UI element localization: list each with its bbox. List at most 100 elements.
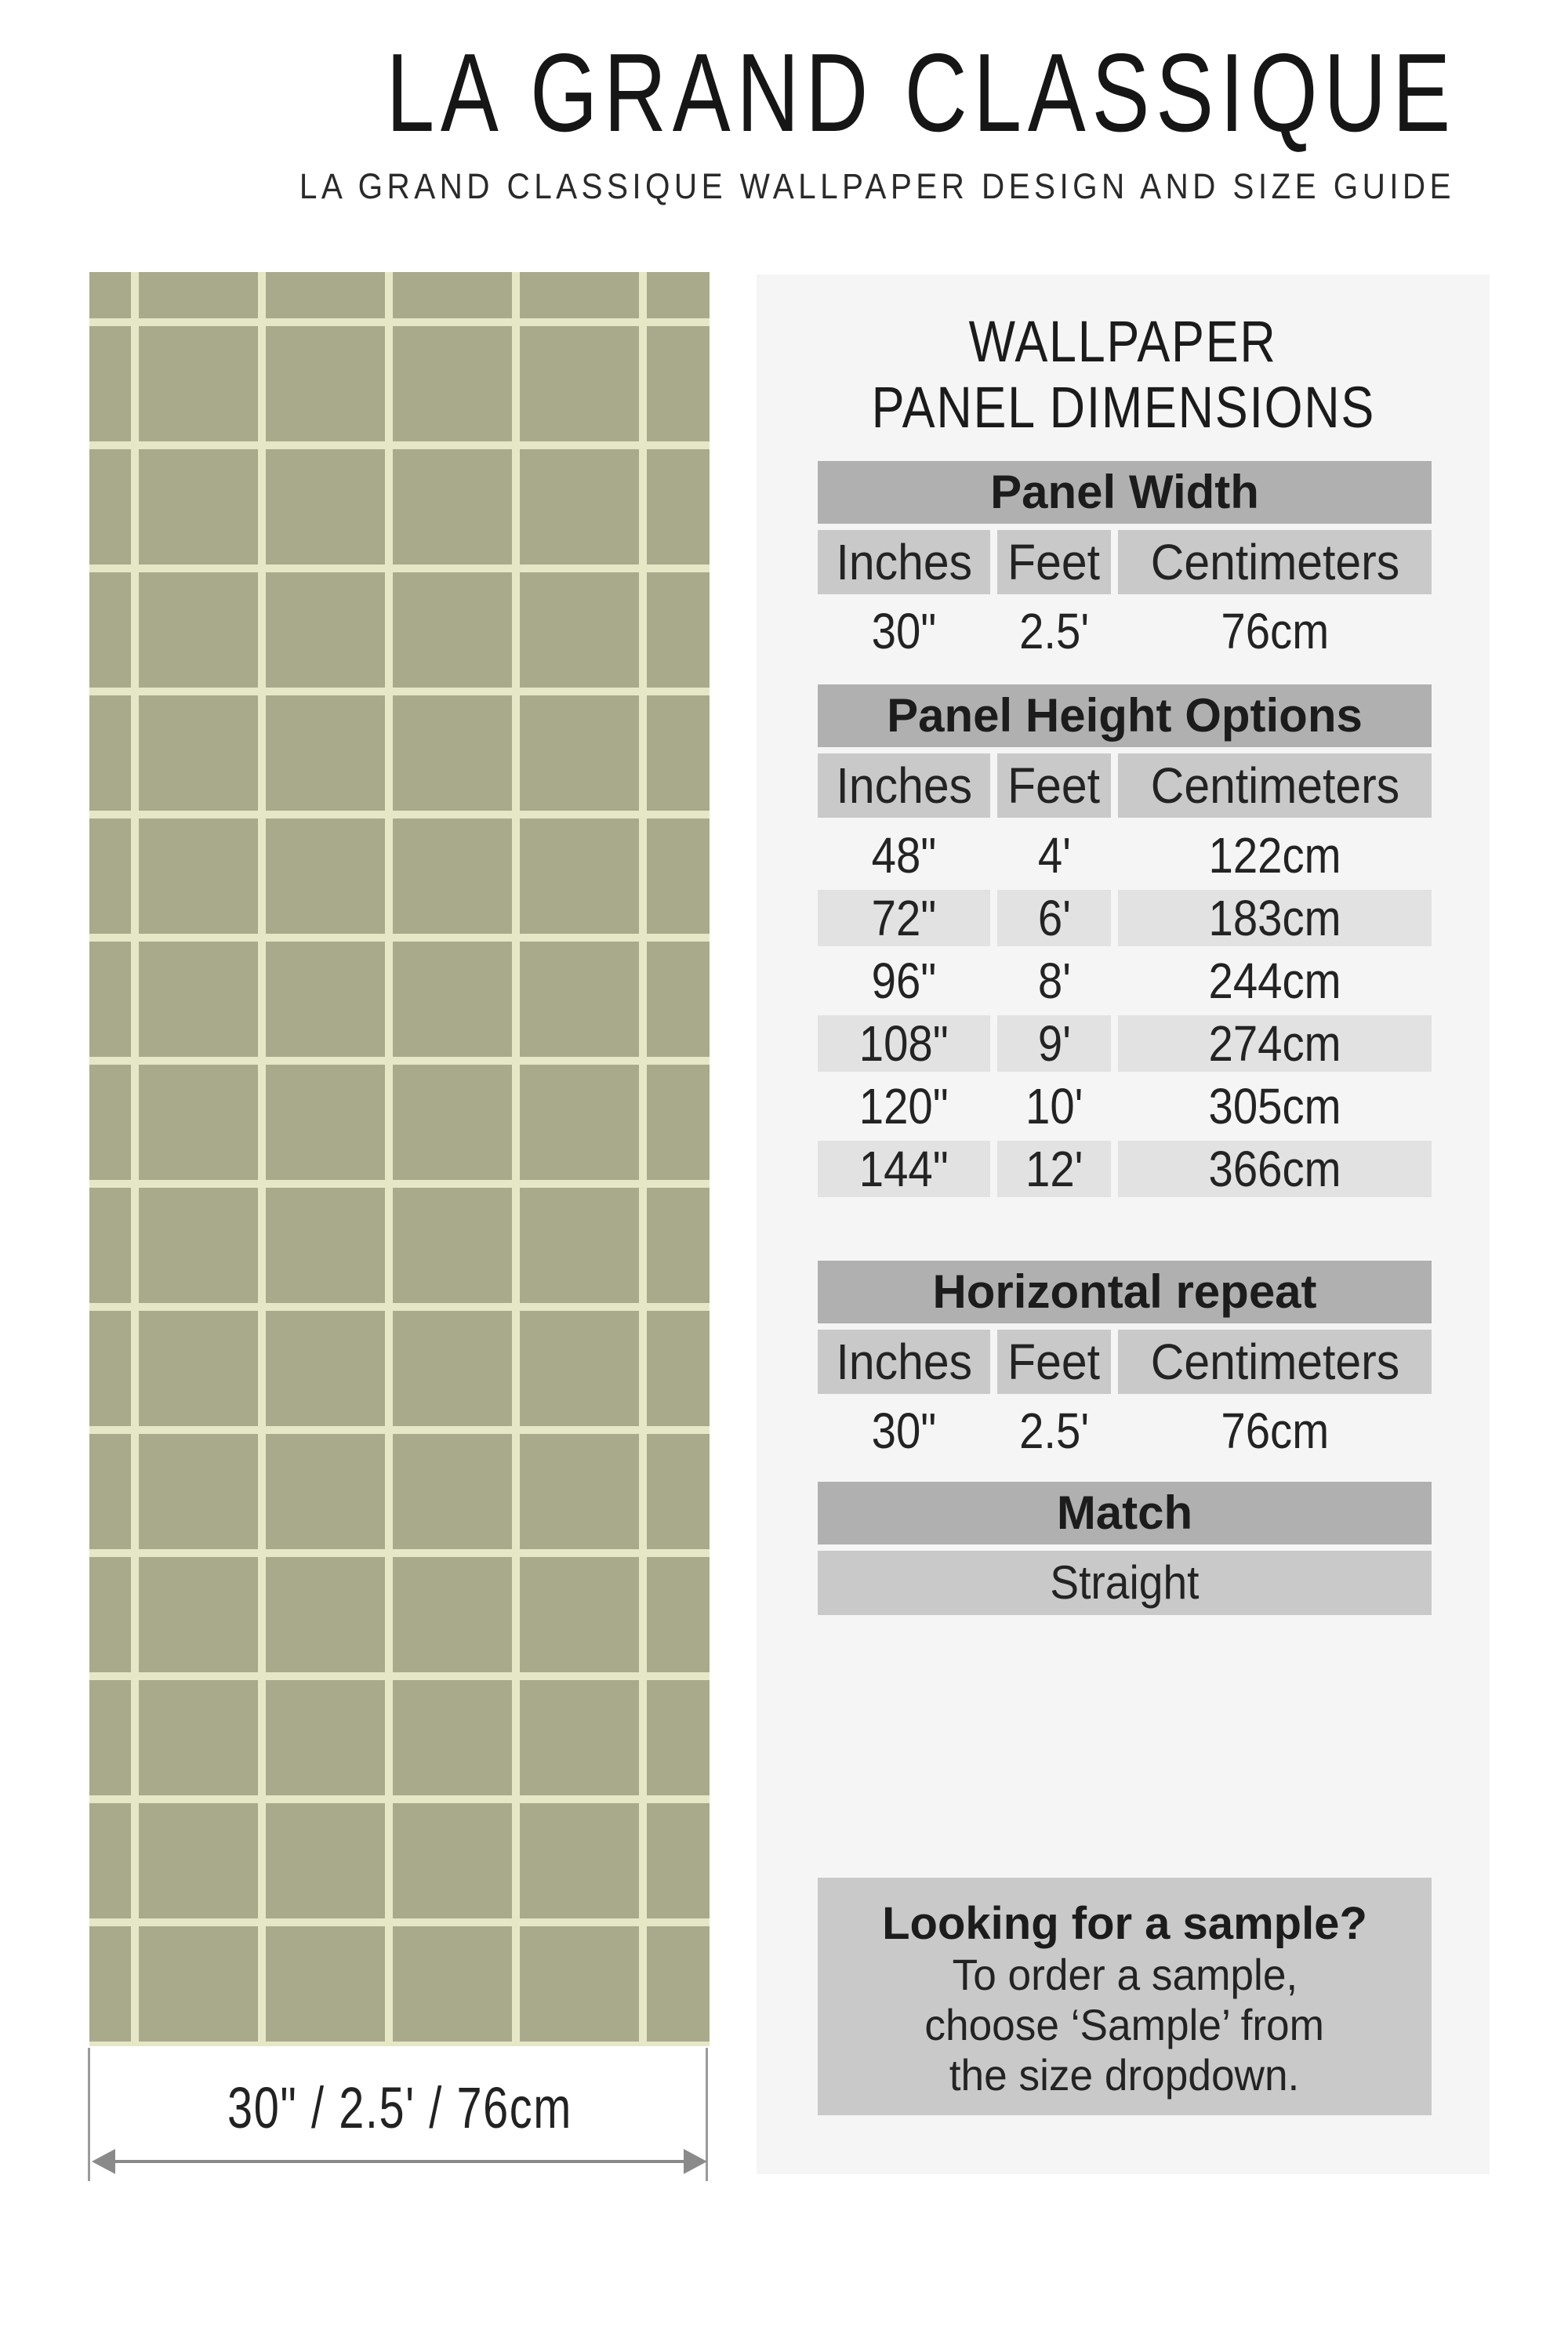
height-48-cm: 122cm [1118,827,1432,884]
column-header-feet: Feet [997,753,1111,818]
sample-box-line2: choose ‘Sample’ from [818,2000,1432,2050]
panel-width-cm-value-text: 76cm [1221,603,1329,659]
height-row-96: 96" 8' 244cm [818,949,1432,1012]
dimensions-panel: WALLPAPER PANEL DIMENSIONS Panel Width I… [757,274,1490,2174]
repeat-feet-value: 2.5' [997,1397,1111,1465]
column-header-centimeters: Centimeters [1118,530,1432,594]
panel-width-feet-value: 2.5' [997,597,1111,665]
height-96-cm-text: 244cm [1208,953,1341,1009]
sample-box-line3: the size dropdown. [818,2050,1432,2100]
dimension-extension-line-right [706,2048,708,2181]
panel-width-columns: Inches Feet Centimeters [818,530,1432,594]
panel-title-line2-text: PANEL DIMENSIONS [871,375,1375,440]
height-48-cm-text: 122cm [1208,827,1341,884]
match-value: Straight [818,1551,1432,1615]
panel-height-header: Panel Height Options [818,684,1432,747]
column-header-feet-text: Feet [1007,1334,1101,1390]
height-96-feet-text: 8' [1037,953,1071,1009]
panel-width-cm-value: 76cm [1118,597,1432,665]
height-72-feet: 6' [997,890,1111,946]
panel-width-header-text: Panel Width [990,466,1259,518]
height-144-inches: 144" [818,1141,990,1197]
column-header-centimeters-text: Centimeters [1150,757,1399,814]
wallpaper-swatch-preview [89,272,710,2046]
height-144-cm-text: 366cm [1208,1141,1341,1197]
brand-subtitle-text: LA GRAND CLASSIQUE WALLPAPER DESIGN AND … [299,166,1455,206]
horizontal-repeat-header: Horizontal repeat [818,1261,1432,1323]
panel-title-line1: WALLPAPER [757,309,1490,375]
height-row-108: 108" 9' 274cm [818,1012,1432,1075]
height-108-feet-text: 9' [1037,1015,1071,1072]
height-144-inches-text: 144" [859,1141,949,1197]
height-120-inches-text: 120" [859,1078,949,1134]
panel-title-line2: PANEL DIMENSIONS [757,375,1490,441]
panel-width-values: 30" 2.5' 76cm [818,597,1432,665]
column-header-feet: Feet [997,1330,1111,1394]
height-96-feet: 8' [997,953,1111,1009]
panel-width-inches-value-text: 30" [871,603,937,659]
width-dimension-arrow [89,2149,710,2174]
sample-box-title: Looking for a sample? [818,1898,1432,1950]
height-row-48: 48" 4' 122cm [818,824,1432,887]
column-header-inches: Inches [818,1330,990,1394]
column-header-centimeters-text: Centimeters [1150,534,1399,590]
sample-box-line1-text: To order a sample, [952,1950,1298,1999]
panel-height-rows: 48" 4' 122cm 72" 6' 183cm 96" 8' 244cm 1… [818,824,1432,1200]
column-header-inches: Inches [818,753,990,818]
horizontal-repeat-columns: Inches Feet Centimeters [818,1330,1432,1394]
sample-box-line3-text: the size dropdown. [949,2050,1300,2100]
column-header-inches-text: Inches [836,1334,972,1390]
arrow-line [97,2160,702,2163]
height-96-inches-text: 96" [871,953,937,1009]
arrow-head-right-icon [684,2149,707,2174]
height-144-feet-text: 12' [1025,1141,1083,1197]
repeat-feet-value-text: 2.5' [1018,1403,1090,1459]
match-value-text: Straight [1050,1556,1200,1609]
swatch-width-label: 30" / 2.5' / 76cm [89,2074,710,2141]
column-header-centimeters: Centimeters [1118,1330,1432,1394]
height-72-cm-text: 183cm [1208,890,1341,946]
height-row-144: 144" 12' 366cm [818,1138,1432,1200]
height-120-cm: 305cm [1118,1078,1432,1134]
match-header: Match [818,1482,1432,1544]
height-144-cm: 366cm [1118,1141,1432,1197]
panel-width-feet-value-text: 2.5' [1018,603,1090,659]
column-header-inches: Inches [818,530,990,594]
height-72-inches-text: 72" [871,890,937,946]
column-header-inches-text: Inches [836,757,972,814]
column-header-feet: Feet [997,530,1111,594]
sample-box-line2-text: choose ‘Sample’ from [924,2000,1325,2049]
panel-title: WALLPAPER PANEL DIMENSIONS [757,309,1490,441]
sample-box-title-text: Looking for a sample? [882,1898,1367,1949]
height-72-feet-text: 6' [1037,890,1071,946]
height-48-feet: 4' [997,827,1111,884]
height-row-72: 72" 6' 183cm [818,887,1432,949]
height-48-feet-text: 4' [1037,827,1071,884]
panel-height-header-text: Panel Height Options [887,689,1363,742]
height-72-cm: 183cm [1118,890,1432,946]
height-108-cm: 274cm [1118,1015,1432,1072]
height-108-inches-text: 108" [859,1015,949,1072]
height-144-feet: 12' [997,1141,1111,1197]
repeat-cm-value-text: 76cm [1221,1403,1329,1459]
column-header-feet-text: Feet [1007,534,1101,590]
horizontal-repeat-header-text: Horizontal repeat [932,1265,1317,1318]
repeat-inches-value: 30" [818,1397,990,1465]
brand-title: LA GRAND CLASSIQUE [235,38,1490,149]
dimension-extension-line-left [88,2048,90,2181]
height-72-inches: 72" [818,890,990,946]
height-row-120: 120" 10' 305cm [818,1075,1432,1138]
panel-title-line1-text: WALLPAPER [969,309,1277,374]
header: LA GRAND CLASSIQUE LA GRAND CLASSIQUE WA… [235,38,1490,207]
height-96-inches: 96" [818,953,990,1009]
panel-height-columns: Inches Feet Centimeters [818,753,1432,818]
height-48-inches-text: 48" [871,827,937,884]
column-header-inches-text: Inches [836,534,972,590]
height-120-cm-text: 305cm [1208,1078,1341,1134]
column-header-centimeters: Centimeters [1118,753,1432,818]
horizontal-repeat-values: 30" 2.5' 76cm [818,1397,1432,1465]
sample-box-line1: To order a sample, [818,1950,1432,2000]
height-96-cm: 244cm [1118,953,1432,1009]
column-header-centimeters-text: Centimeters [1150,1334,1399,1390]
